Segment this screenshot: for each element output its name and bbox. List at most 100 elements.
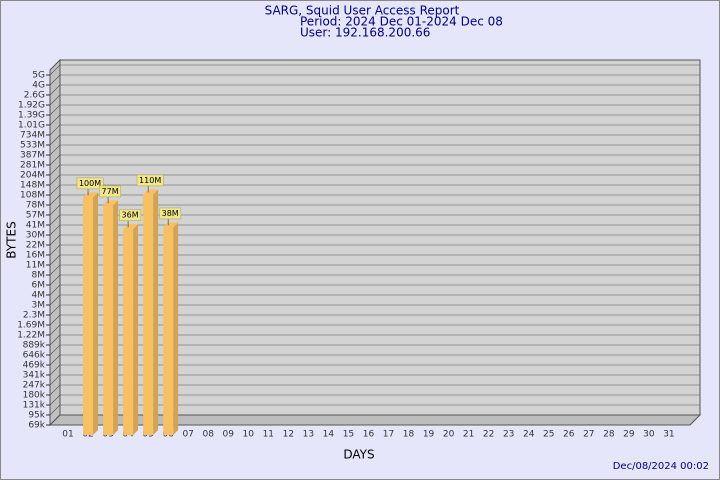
grid-line-side [49, 124, 61, 136]
grid-line-side [49, 204, 61, 216]
value-label: 110M [139, 176, 161, 185]
grid-line-side [49, 224, 61, 236]
y-tick-label: 1.69M [17, 321, 45, 331]
y-tick-label: 131k [23, 401, 46, 411]
x-tick-label: 27 [583, 430, 594, 440]
grid-line-side [49, 234, 61, 246]
y-tick-label: 1.92G [18, 101, 45, 111]
bar-top [103, 200, 119, 206]
x-tick-label: 31 [663, 430, 674, 440]
value-label-box [99, 185, 122, 198]
value-label-box [159, 207, 182, 220]
y-axis-label: BYTES [5, 221, 19, 258]
period: Period: 2024 Dec 01-2024 Dec 08 [300, 15, 503, 29]
y-tick-label: 387M [20, 151, 45, 161]
bar [163, 227, 174, 435]
y-tick-label: 78M [26, 201, 45, 211]
y-tick-label: 469k [23, 361, 46, 371]
grid-line-side [49, 64, 61, 76]
y-tick-label: 646k [23, 351, 46, 361]
x-tick-label: 11 [263, 430, 274, 440]
value-label-box [119, 209, 142, 221]
y-tick-label: 734M [20, 131, 45, 141]
x-axis-label: DAYS [343, 448, 374, 462]
x-tick-label: 30 [643, 430, 655, 440]
x-tick-label: 21 [463, 430, 474, 440]
y-tick-label: 16M [26, 251, 45, 261]
y-tick-label: 341k [23, 371, 46, 381]
y-tick-label: 41M [26, 221, 45, 231]
grid-line-side [49, 104, 61, 116]
x-tick-label: 10 [243, 430, 255, 440]
bar [143, 194, 154, 435]
grid-line-side [49, 154, 61, 166]
bar-top [143, 189, 159, 195]
x-tick-label: 23 [503, 430, 514, 440]
value-label: 77M [102, 187, 119, 196]
bar-side [93, 192, 99, 435]
grid-line-side [49, 184, 61, 196]
grid-line-side [49, 264, 61, 276]
grid-line-side [49, 274, 61, 286]
x-tick-label: 22 [483, 430, 494, 440]
x-tick-label: 28 [603, 430, 615, 440]
x-tick-label: 25 [543, 430, 554, 440]
y-tick-label: 57M [26, 211, 45, 221]
value-label: 100M [79, 179, 101, 188]
grid-line-side [49, 114, 61, 126]
y-tick-label: 6M [32, 281, 46, 291]
x-tick-label: 19 [423, 430, 435, 440]
bar-side [113, 200, 119, 435]
y-tick-label: 108M [20, 191, 45, 201]
grid-line-side [49, 324, 61, 336]
grid-line-side [49, 394, 61, 406]
y-tick-label: 1.39G [18, 111, 45, 121]
y-tick-label: 95k [28, 411, 45, 421]
x-tick-label: 26 [563, 430, 575, 440]
grid-line-side [49, 384, 61, 396]
y-tick-label: 889k [23, 341, 46, 351]
grid-line-side [49, 94, 61, 106]
x-tick-label: 14 [323, 430, 335, 440]
y-tick-label: 5G [32, 71, 45, 81]
bar-top [163, 222, 179, 228]
grid-line-side [49, 194, 61, 206]
grid-line-side [49, 214, 61, 226]
grid-line-side [49, 354, 61, 366]
grid-line-side [49, 374, 61, 386]
value-label-box [136, 174, 164, 187]
y-tick-label: 30M [26, 231, 45, 241]
grid-line-side [49, 244, 61, 256]
y-tick-label: 69k [28, 421, 45, 431]
grid-line-side [49, 404, 61, 416]
y-tick-label: 22M [26, 241, 45, 251]
timestamp: Dec/08/2024 00:02 [613, 461, 709, 472]
grid-line-side [49, 304, 61, 316]
value-label: 38M [162, 209, 179, 218]
y-tick-label: 1.01G [18, 121, 45, 131]
x-tick-label: 18 [403, 430, 415, 440]
y-tick-label: 2.3M [23, 311, 45, 321]
y-tick-label: 4G [32, 81, 45, 91]
x-tick-label: 15 [343, 430, 354, 440]
grid-line-side [49, 334, 61, 346]
chart-title: SARG, Squid User Access Report [265, 4, 460, 18]
y-tick-label: 8M [32, 271, 46, 281]
grid-line-side [49, 84, 61, 96]
grid-line-side [49, 164, 61, 176]
grid-line-side [49, 314, 61, 326]
y-tick-label: 180k [23, 391, 46, 401]
x-tick-label: 12 [283, 430, 294, 440]
x-tick-label: 20 [443, 430, 455, 440]
x-tick-label: 16 [363, 430, 375, 440]
grid-line-side [49, 294, 61, 306]
bar-side [133, 224, 139, 435]
value-label: 36M [122, 211, 139, 220]
grid-line-side [49, 174, 61, 186]
y-tick-label: 247k [23, 381, 46, 391]
value-label-box [76, 177, 104, 190]
x-tick-label: 01 [62, 430, 73, 440]
y-tick-label: 204M [20, 171, 45, 181]
grid-line-side [49, 134, 61, 146]
